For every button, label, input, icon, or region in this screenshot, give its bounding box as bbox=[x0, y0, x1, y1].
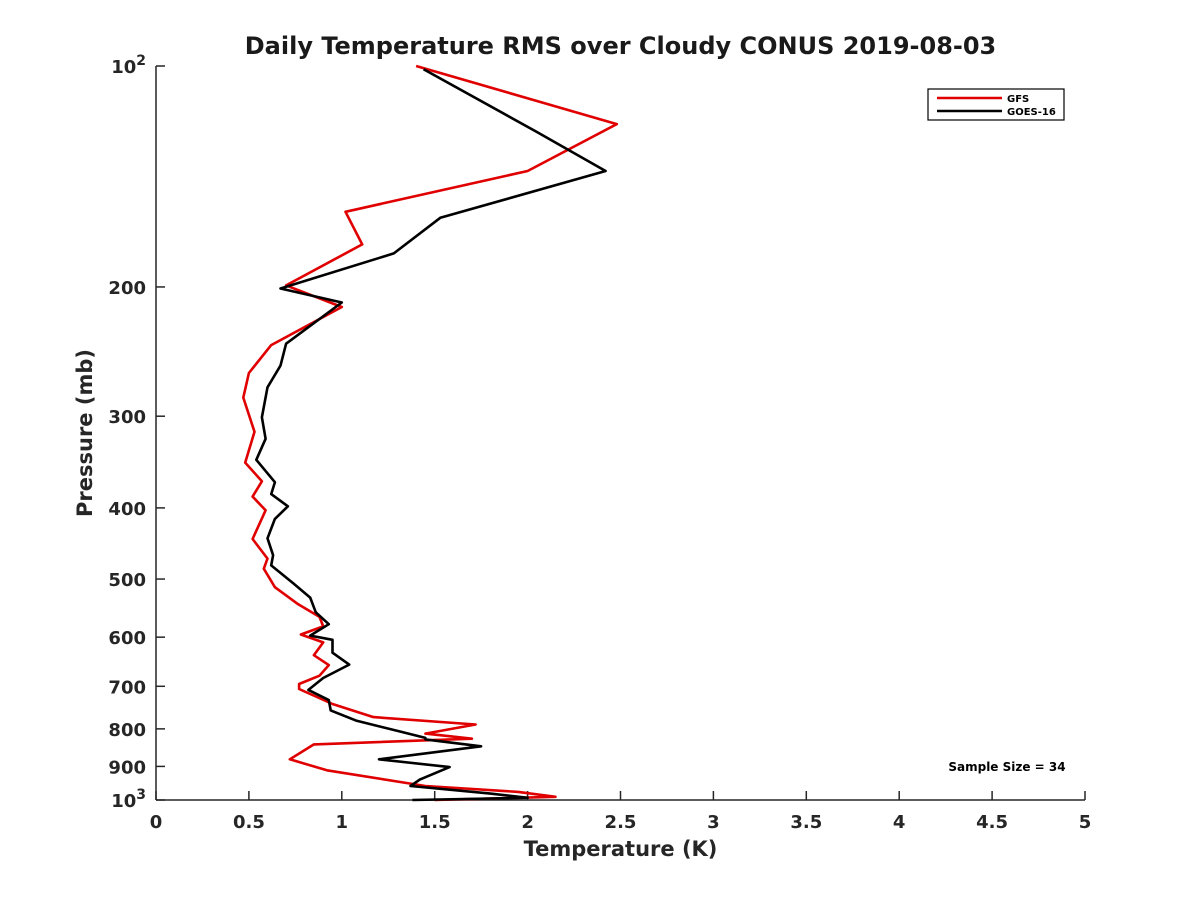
x-tick-label: 3.5 bbox=[790, 812, 822, 833]
y-ticks: 102 200 300 400 500 600 700 800 900 103 bbox=[108, 53, 165, 812]
x-axis-label: Temperature (K) bbox=[524, 837, 718, 861]
x-ticks: 0 0.5 1 1.5 2 2.5 3 3.5 4 4.5 5 bbox=[150, 791, 1092, 833]
x-tick-label: 2 bbox=[521, 812, 534, 833]
series-lines bbox=[242, 64, 619, 802]
x-tick-label: 1.5 bbox=[419, 812, 451, 833]
legend-box bbox=[927, 88, 1065, 121]
y-tick-label: 500 bbox=[108, 570, 146, 591]
x-tick-label: 2.5 bbox=[605, 812, 637, 833]
y-tick-label: 600 bbox=[108, 628, 146, 649]
x-tick-label: 1 bbox=[336, 812, 349, 833]
x-tick-label: 5 bbox=[1079, 812, 1092, 833]
plot-area: 0 0.5 1 1.5 2 2.5 3 3.5 4 4.5 5 102 200 300 400 500 600… bbox=[108, 53, 1091, 833]
y-tick-label: 300 bbox=[108, 407, 146, 428]
series-line-gfs bbox=[242, 64, 619, 802]
legend-label-gfs: GFS bbox=[1007, 94, 1029, 105]
sample-size-annotation: Sample Size = 34 bbox=[948, 760, 1065, 774]
legend-label-goes-16: GOES-16 bbox=[1007, 107, 1056, 118]
x-tick-label: 0.5 bbox=[233, 812, 265, 833]
series-line-goes-16 bbox=[254, 68, 607, 802]
y-tick-label: 103 bbox=[111, 787, 146, 812]
y-tick-label: 400 bbox=[108, 499, 146, 520]
x-tick-label: 4 bbox=[893, 812, 906, 833]
y-tick-label: 900 bbox=[108, 757, 146, 778]
y-tick-label: 700 bbox=[108, 677, 146, 698]
x-tick-label: 0 bbox=[150, 812, 163, 833]
legend: GFS GOES-16 bbox=[927, 88, 1065, 121]
x-tick-label: 3 bbox=[707, 812, 720, 833]
chart-title: Daily Temperature RMS over Cloudy CONUS … bbox=[245, 32, 997, 60]
x-tick-label: 4.5 bbox=[976, 812, 1008, 833]
legend-entries: GFS GOES-16 bbox=[937, 94, 1056, 118]
y-axis-label: Pressure (mb) bbox=[73, 349, 97, 517]
y-tick-label: 800 bbox=[108, 720, 146, 741]
y-tick-label: 102 bbox=[111, 53, 146, 78]
y-tick-label: 200 bbox=[108, 278, 146, 299]
